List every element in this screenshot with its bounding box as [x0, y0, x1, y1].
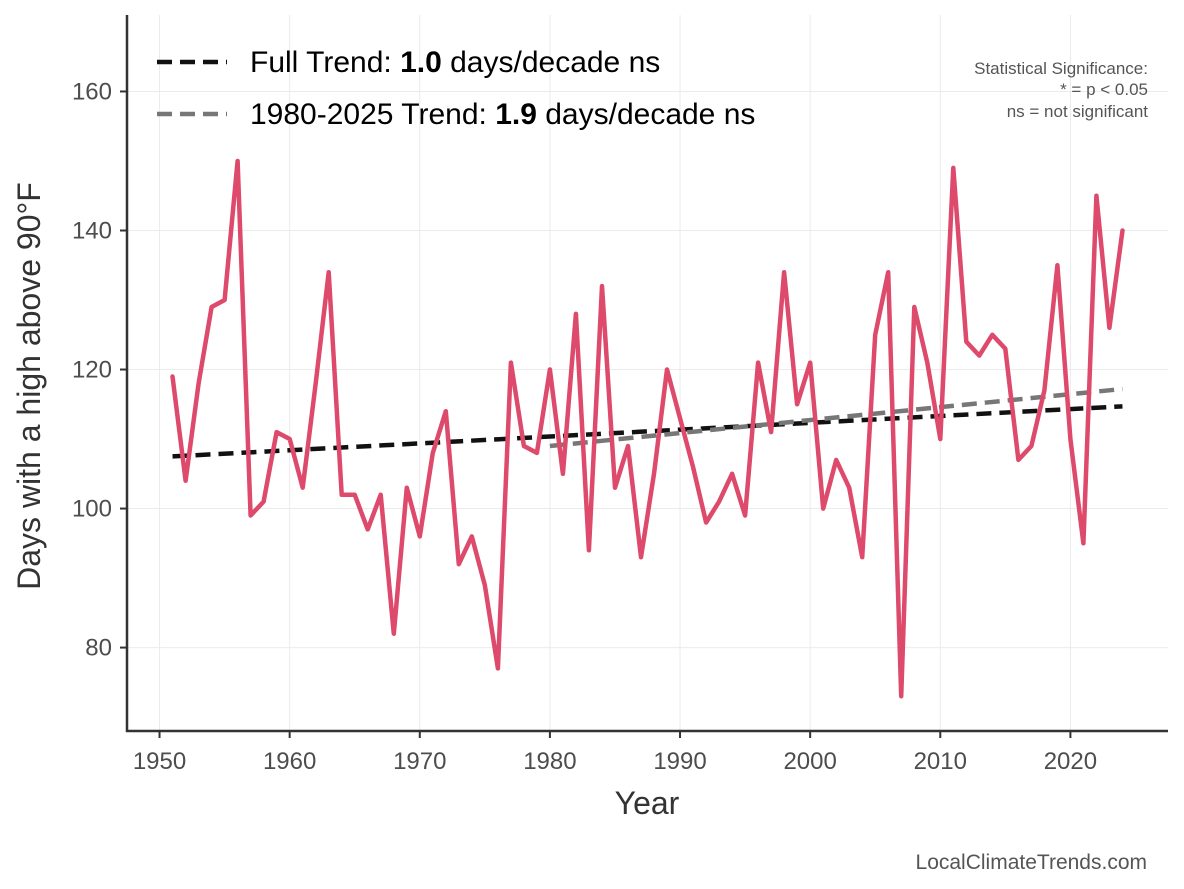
y-tick-label-100: 100: [72, 496, 112, 523]
x-tick-label-2020: 2020: [1044, 748, 1097, 775]
legend-1980-trend-prefix: 1980-2025 Trend:: [250, 98, 495, 131]
significance-note: Statistical Significance: * = p < 0.05 n…: [974, 59, 1148, 121]
x-tick-label-2000: 2000: [783, 748, 836, 775]
significance-note-line-3: ns = not significant: [1007, 102, 1149, 121]
legend-full-trend-value: 1.0: [400, 46, 442, 79]
legend-full-trend-suffix: days/decade ns: [442, 46, 660, 79]
x-axis-title: Year: [615, 785, 680, 821]
series-line-days-above-90: [170, 158, 1125, 699]
y-tick-label-140: 140: [72, 217, 112, 244]
legend-label-1980-trend: 1980-2025 Trend: 1.9 days/decade ns: [250, 98, 755, 131]
significance-note-line-2: * = p < 0.05: [1060, 80, 1148, 99]
legend-1980-trend-suffix: days/decade ns: [537, 98, 755, 131]
series-lines: [170, 158, 1125, 699]
legend: Full Trend: 1.0 days/decade ns 1980-2025…: [157, 46, 755, 131]
legend-label-full-trend: Full Trend: 1.0 days/decade ns: [250, 46, 660, 79]
x-tick-label-1990: 1990: [653, 748, 706, 775]
x-tick-label-1980: 1980: [523, 748, 576, 775]
legend-full-trend-prefix: Full Trend:: [250, 46, 400, 79]
x-tick-label-1950: 1950: [133, 748, 186, 775]
y-axis-title: Days with a high above 90°F: [11, 182, 47, 590]
y-tick-label-120: 120: [72, 357, 112, 384]
trend-lines: [172, 386, 1123, 459]
trend-line-1980-2025: [549, 386, 1123, 449]
x-tick-label-1960: 1960: [263, 748, 316, 775]
trend-line-full: [172, 404, 1123, 459]
y-tick-label-160: 160: [72, 78, 112, 105]
x-axis-ticks: 1950 1960 1970 1980 1990 2000 2010 2020: [133, 731, 1097, 775]
y-axis-ticks: 80 100 120 140 160: [72, 78, 127, 662]
x-tick-label-1970: 1970: [393, 748, 446, 775]
y-tick-label-80: 80: [85, 635, 112, 662]
significance-note-line-1: Statistical Significance:: [974, 59, 1148, 78]
legend-1980-trend-value: 1.9: [495, 98, 537, 131]
axes: [125, 15, 1168, 733]
source-credit: LocalClimateTrends.com: [916, 851, 1147, 874]
x-tick-label-2010: 2010: [914, 748, 967, 775]
